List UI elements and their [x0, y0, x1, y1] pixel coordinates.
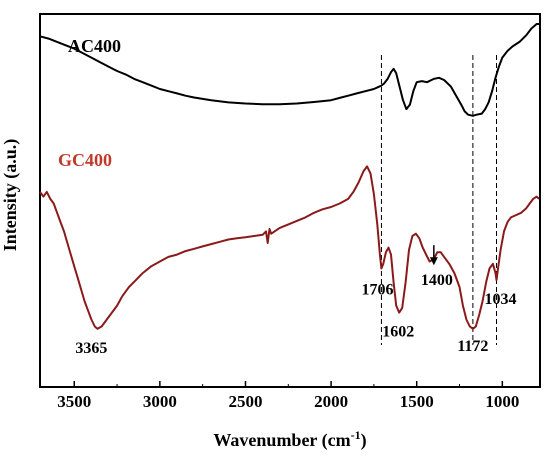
x-axis-label-sup: -1 — [351, 428, 361, 442]
peak-label-3365: 3365 — [75, 340, 107, 357]
series-label-gc400: GC400 — [58, 150, 112, 170]
x-tick-label-2500: 2500 — [228, 392, 262, 411]
plot-frame — [39, 13, 541, 388]
y-axis-label: Intensity (a.u.) — [0, 139, 21, 252]
series-label-ac400: AC400 — [68, 36, 121, 56]
annotation-arrowhead-1400 — [429, 257, 438, 266]
peak-annotations: 1706 1602 1400 1172 1034 3365 — [75, 245, 517, 357]
x-tick-label-3500: 3500 — [57, 392, 91, 411]
x-tick-label-2000: 2000 — [314, 392, 348, 411]
series-layer — [39, 23, 540, 330]
x-tick-label-1500: 1500 — [400, 392, 434, 411]
x-axis-label: Wavenumber (cm-1) — [213, 428, 366, 451]
series-line-ac400 — [39, 23, 540, 117]
series-line-gc400 — [39, 165, 540, 330]
x-tick-label-3000: 3000 — [143, 392, 177, 411]
x-axis-ticks: 3500 3000 2500 2000 1500 1000 — [57, 381, 519, 411]
reference-lines — [380, 55, 498, 345]
peak-label-1602: 1602 — [382, 324, 414, 341]
peak-label-1400: 1400 — [421, 272, 453, 289]
peak-label-1706: 1706 — [361, 281, 393, 298]
peak-label-1034: 1034 — [485, 291, 517, 308]
x-tick-label-1000: 1000 — [485, 392, 519, 411]
peak-label-1172: 1172 — [457, 338, 488, 355]
